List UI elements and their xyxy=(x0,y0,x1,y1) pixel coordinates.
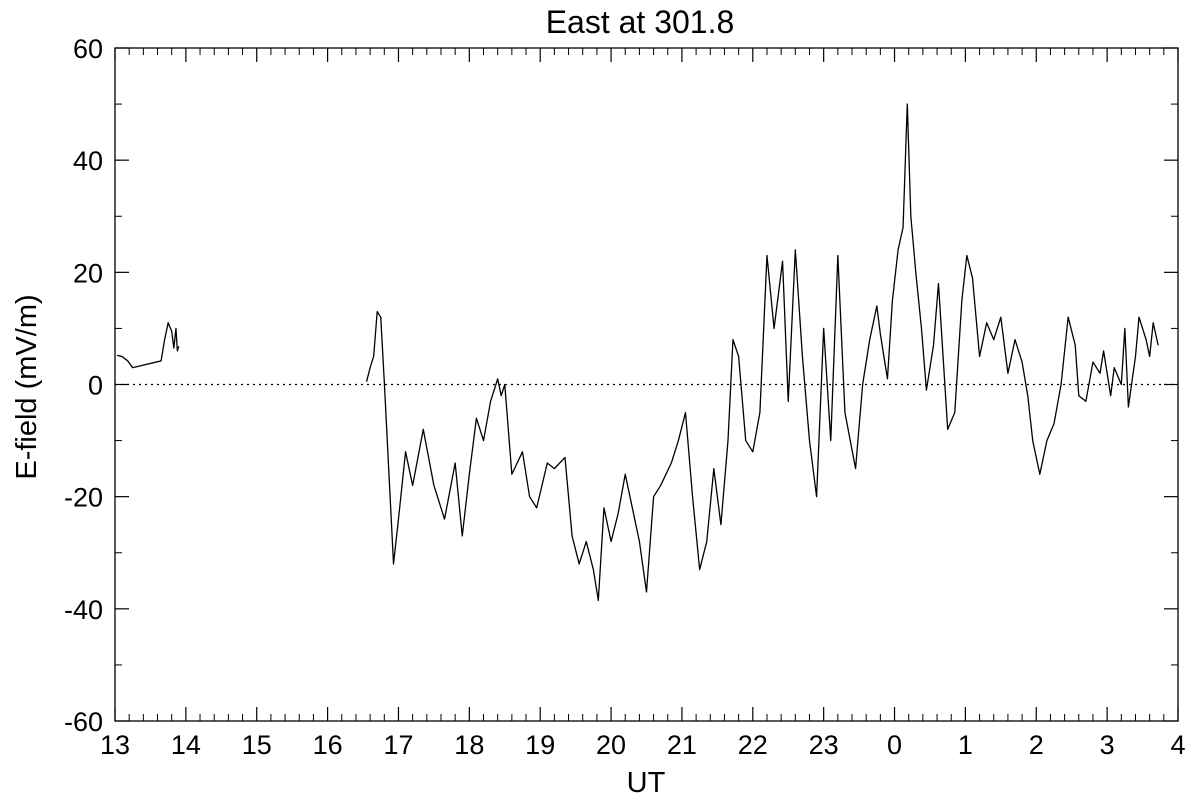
series-line-segment-2 xyxy=(365,103,1159,602)
x-tick-label: 19 xyxy=(525,730,555,760)
x-tick-label: 17 xyxy=(383,730,413,760)
x-tick-label: 22 xyxy=(738,730,768,760)
x-tick-label: 3 xyxy=(1100,730,1115,760)
x-tick-label: 16 xyxy=(313,730,343,760)
axis-ticks: 13 14 15 16 17 18 19 20 21 22 23 0 1 2 3 4-60-40-200204… xyxy=(64,34,1186,760)
x-tick-label: 18 xyxy=(454,730,484,760)
x-tick-label: 21 xyxy=(667,730,697,760)
y-axis-label: E-field (mV/m) xyxy=(11,294,43,479)
y-tick-label: 0 xyxy=(88,371,103,401)
plot-frame xyxy=(114,47,1179,722)
x-axis-label: UT xyxy=(627,767,666,799)
x-tick-label: 15 xyxy=(242,730,272,760)
x-tick-label: 13 xyxy=(100,730,130,760)
y-tick-label: -60 xyxy=(64,707,103,737)
x-tick-label: 4 xyxy=(1170,730,1185,760)
y-tick-label: -20 xyxy=(64,483,103,513)
y-tick-label: -40 xyxy=(64,595,103,625)
chart-title: East at 301.8 xyxy=(546,4,735,40)
y-tick-label: 40 xyxy=(73,146,103,176)
x-tick-label: 1 xyxy=(958,730,973,760)
x-tick-label: 20 xyxy=(596,730,626,760)
x-tick-label: 2 xyxy=(1029,730,1044,760)
x-tick-label: 0 xyxy=(887,730,902,760)
data-series xyxy=(116,103,1159,602)
y-tick-label: 20 xyxy=(73,258,103,288)
x-tick-label: 14 xyxy=(171,730,201,760)
x-tick-label: 23 xyxy=(809,730,839,760)
series-line-segment-1 xyxy=(116,322,180,369)
y-tick-label: 60 xyxy=(73,34,103,64)
